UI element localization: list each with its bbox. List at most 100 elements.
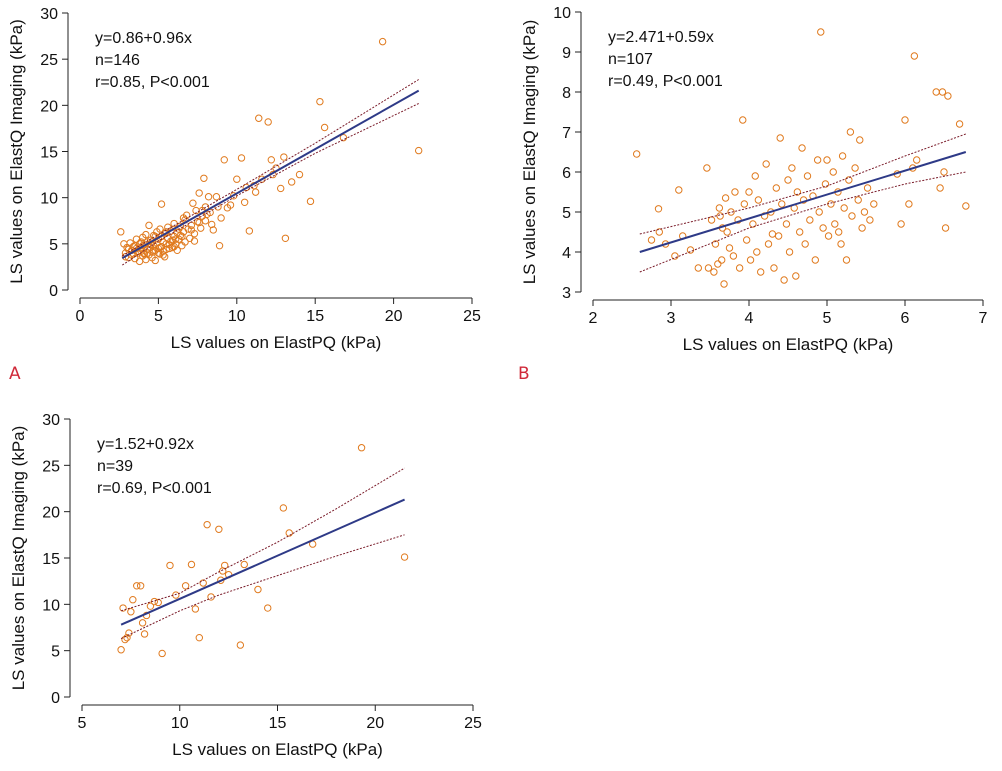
data-point-b xyxy=(729,252,738,260)
data-point-c xyxy=(123,633,131,642)
data-point-a xyxy=(187,226,196,234)
data-point-b xyxy=(813,156,822,164)
data-point-a xyxy=(151,256,159,265)
data-point-b xyxy=(803,172,812,180)
data-point-a xyxy=(132,235,141,243)
y-axis-title-c: LS values on ElastQ Imaging (kPa) xyxy=(9,426,28,691)
data-point-b xyxy=(784,176,792,184)
data-point-b xyxy=(955,120,964,128)
panel-b-letter: B xyxy=(518,364,530,384)
ci-lower-line-b xyxy=(639,171,966,273)
annotation-line-a: n=146 xyxy=(95,52,140,69)
x-axis-title-c: LS values on ElastPQ (kPa) xyxy=(172,740,383,759)
chart-panel-a: 0 5 10 15 20 25 0 5 10 15 20 25 30 LS values on Elast… xyxy=(7,6,481,352)
data-point-a xyxy=(190,237,199,245)
data-point-b xyxy=(731,188,739,196)
data-point-a xyxy=(201,217,210,225)
x-tick-label-c: 5 xyxy=(78,715,87,732)
data-point-a xyxy=(157,200,166,208)
data-point-a xyxy=(237,154,246,162)
data-point-b xyxy=(739,116,747,124)
data-point-a xyxy=(160,253,169,261)
fit-line-b xyxy=(639,151,967,253)
data-point-a xyxy=(220,156,228,164)
data-point-a xyxy=(154,249,163,257)
data-point-a xyxy=(226,201,235,209)
data-point-b xyxy=(913,156,921,164)
data-point-a xyxy=(320,123,329,132)
data-point-b xyxy=(714,260,722,268)
data-point-b xyxy=(897,220,905,228)
y-tick-label-c: 5 xyxy=(51,644,60,661)
y-tick-label-b: 6 xyxy=(562,165,571,182)
annotation-line-b: r=0.49, P<0.001 xyxy=(608,73,723,90)
chart-panel-c: 5 10 15 20 25 0 5 10 15 20 25 30 LS values on ElastP… xyxy=(9,412,482,759)
x-tick-label-b: 6 xyxy=(901,310,910,327)
data-point-b xyxy=(718,256,726,264)
data-point-c xyxy=(127,608,135,616)
data-point-c xyxy=(121,635,129,644)
data-point-b xyxy=(845,176,853,184)
annotation-line-c: n=39 xyxy=(97,458,133,475)
data-point-c xyxy=(254,585,262,594)
x-tick-label-b: 5 xyxy=(823,310,832,327)
data-point-b xyxy=(686,246,695,254)
data-point-b xyxy=(711,240,720,248)
data-point-b xyxy=(720,280,728,288)
data-point-b xyxy=(727,208,735,216)
data-point-b xyxy=(745,188,753,196)
data-point-b xyxy=(774,232,783,240)
data-point-b xyxy=(910,52,919,60)
y-tick-label-a: 15 xyxy=(40,145,58,162)
data-point-c xyxy=(150,597,159,606)
data-point-a xyxy=(281,234,290,242)
data-point-b xyxy=(793,188,802,196)
data-point-b xyxy=(829,168,837,176)
data-point-b xyxy=(940,168,948,176)
x-tick-label-a: 15 xyxy=(306,308,324,325)
data-point-b xyxy=(671,252,679,260)
data-point-a xyxy=(171,235,180,243)
x-tick-label-a: 25 xyxy=(463,308,481,325)
data-point-b xyxy=(716,212,724,220)
data-point-c xyxy=(138,619,147,627)
data-point-a xyxy=(295,170,304,179)
data-point-a xyxy=(212,193,221,201)
data-point-b xyxy=(746,256,755,264)
data-point-b xyxy=(817,28,825,36)
data-point-c xyxy=(285,529,293,537)
data-point-a xyxy=(189,199,197,207)
y-axis-title-a: LS values on ElastQ Imaging (kPa) xyxy=(7,19,26,284)
data-point-c xyxy=(240,560,248,569)
data-point-c xyxy=(181,582,190,590)
data-point-a xyxy=(287,178,296,186)
panel-a-letter: A xyxy=(9,364,21,384)
data-point-b xyxy=(938,88,947,96)
data-point-b xyxy=(835,228,843,236)
x-tick-label-a: 20 xyxy=(385,308,403,325)
data-point-b xyxy=(932,88,940,96)
x-tick-label-a: 10 xyxy=(228,308,246,325)
data-point-b xyxy=(866,216,874,224)
y-tick-label-b: 9 xyxy=(562,45,571,62)
ci-upper-line-c xyxy=(120,467,405,612)
data-point-b xyxy=(776,134,784,142)
x-tick-label-c: 10 xyxy=(171,715,189,732)
y-tick-label-a: 20 xyxy=(40,98,58,115)
annotation-line-b: y=2.471+0.59x xyxy=(608,29,714,46)
data-point-b xyxy=(796,228,804,236)
data-point-b xyxy=(742,236,751,244)
y-tick-label-c: 25 xyxy=(42,458,60,475)
data-point-b xyxy=(740,200,749,208)
data-point-b xyxy=(632,150,641,158)
data-point-c xyxy=(236,641,245,649)
data-point-c xyxy=(119,604,127,612)
data-point-c xyxy=(129,596,137,604)
data-point-c xyxy=(357,444,366,452)
data-point-c xyxy=(166,561,174,570)
data-point-c xyxy=(199,579,207,587)
data-point-b xyxy=(735,264,744,272)
data-point-b xyxy=(824,232,833,240)
data-point-a xyxy=(255,114,263,122)
